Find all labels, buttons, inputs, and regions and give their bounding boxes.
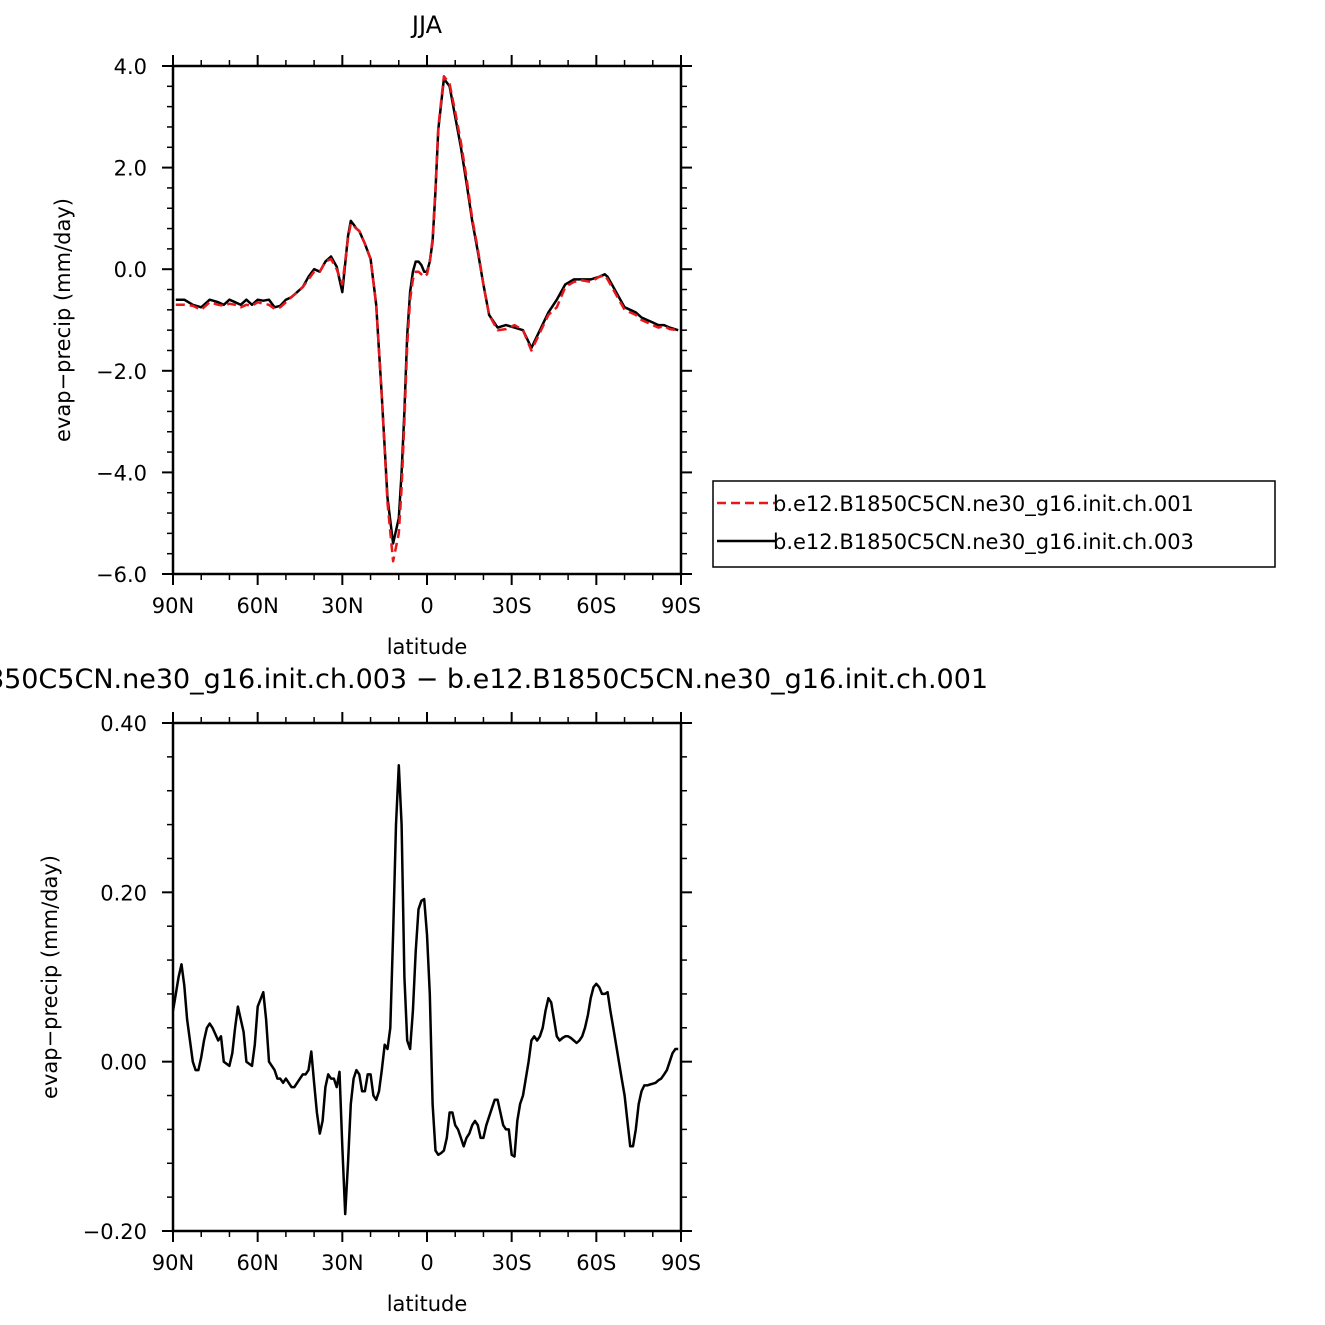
top-panel: JJA 90N 60N 30N 0 30S 60S 90S 4.0 2.0 0.0 −2.0 −4.0… [51, 11, 701, 659]
x-tick-label: 30S [492, 594, 532, 618]
bottom-y-axis-label: evap−precip (mm/day) [38, 855, 62, 1099]
y-tick-label: 0.0 [114, 258, 147, 282]
top-y-axis-label: evap−precip (mm/day) [51, 198, 75, 442]
y-tick-label: −0.20 [83, 1220, 147, 1244]
x-tick-label: 60N [236, 594, 278, 618]
x-tick-label: 60S [576, 1251, 616, 1275]
series-line-0-1 [175, 77, 679, 545]
bottom-panel: b.e12.B1850C5CN.ne30_g16.init.ch.003 − b… [0, 664, 988, 1316]
bottom-series-group [173, 764, 679, 1216]
legend-box [712, 480, 1276, 568]
x-tick-label: 30S [492, 1251, 532, 1275]
x-tick-label: 60N [236, 1251, 278, 1275]
y-tick-label: 0.00 [100, 1051, 147, 1075]
series-line-0-0 [175, 74, 679, 563]
x-tick-label: 30N [321, 594, 363, 618]
bottom-ticks: 90N 60N 30N 0 30S 60S 90S 0.40 0.20 0.00 −0.20 [83, 712, 701, 1275]
legend-label-003: b.e12.B1850C5CN.ne30_g16.init.ch.003 [773, 530, 1194, 555]
bottom-chart-title: b.e12.B1850C5CN.ne30_g16.init.ch.003 − b… [0, 664, 988, 695]
bottom-plot-frame [171, 721, 683, 1233]
top-plot-frame [171, 64, 683, 576]
y-tick-label: −6.0 [96, 563, 147, 587]
y-tick-label: 4.0 [114, 55, 147, 79]
series-line-1-0 [173, 764, 679, 1216]
top-series-group [175, 74, 679, 563]
x-tick-label: 30N [321, 1251, 363, 1275]
y-tick-label: 0.40 [100, 712, 147, 736]
x-tick-label: 0 [420, 594, 433, 618]
top-x-axis-label: latitude [387, 635, 468, 659]
top-chart-title: JJA [410, 11, 443, 39]
x-tick-label: 90S [661, 594, 701, 618]
x-tick-label: 90N [152, 1251, 194, 1275]
top-ticks: 90N 60N 30N 0 30S 60S 90S 4.0 2.0 0.0 −2.0 −4.0 −6.0 [96, 55, 701, 618]
y-tick-label: 0.20 [100, 881, 147, 905]
x-tick-label: 60S [576, 594, 616, 618]
x-tick-label: 0 [420, 1251, 433, 1275]
bottom-x-axis-label: latitude [387, 1292, 468, 1316]
x-tick-label: 90S [661, 1251, 701, 1275]
y-tick-label: −2.0 [96, 360, 147, 384]
y-tick-label: 2.0 [114, 157, 147, 181]
x-tick-label: 90N [152, 594, 194, 618]
legend: b.e12.B1850C5CN.ne30_g16.init.ch.001 b.e… [712, 480, 1276, 568]
y-tick-label: −4.0 [96, 461, 147, 485]
legend-label-001: b.e12.B1850C5CN.ne30_g16.init.ch.001 [773, 492, 1194, 517]
